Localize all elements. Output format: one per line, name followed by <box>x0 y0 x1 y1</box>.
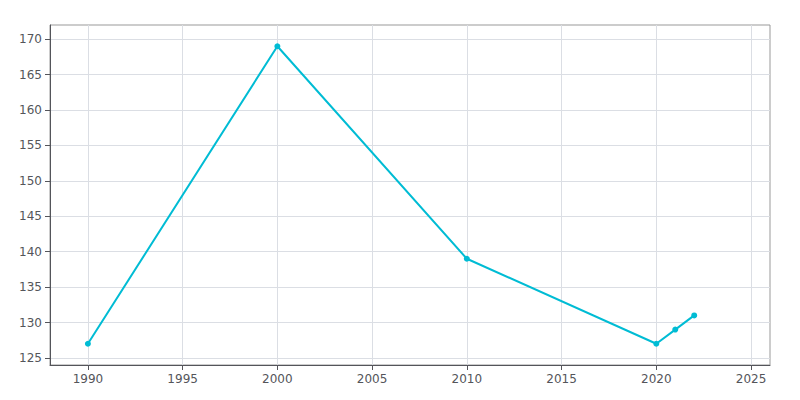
svg-text:2000: 2000 <box>262 372 293 386</box>
svg-text:2020: 2020 <box>641 372 672 386</box>
svg-text:2010: 2010 <box>452 372 483 386</box>
svg-text:2015: 2015 <box>546 372 577 386</box>
svg-text:140: 140 <box>19 245 42 259</box>
svg-text:2025: 2025 <box>736 372 767 386</box>
svg-text:135: 135 <box>19 280 42 294</box>
svg-text:1990: 1990 <box>73 372 104 386</box>
svg-text:160: 160 <box>19 103 42 117</box>
svg-text:170: 170 <box>19 32 42 46</box>
svg-text:145: 145 <box>19 209 42 223</box>
svg-text:125: 125 <box>19 351 42 365</box>
svg-text:150: 150 <box>19 174 42 188</box>
svg-text:165: 165 <box>19 68 42 82</box>
svg-text:155: 155 <box>19 138 42 152</box>
svg-text:130: 130 <box>19 316 42 330</box>
svg-text:2005: 2005 <box>357 372 388 386</box>
svg-text:1995: 1995 <box>167 372 198 386</box>
